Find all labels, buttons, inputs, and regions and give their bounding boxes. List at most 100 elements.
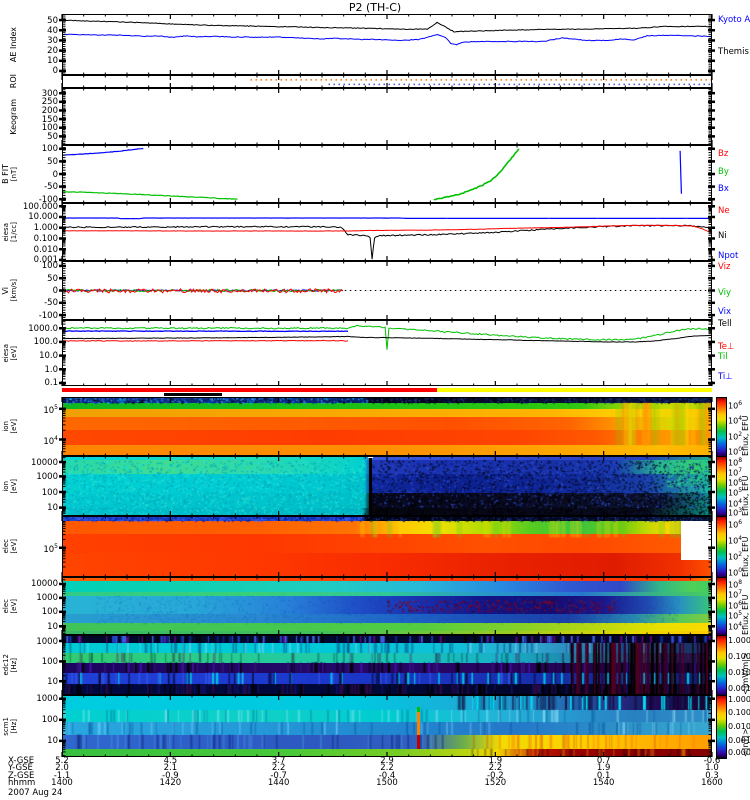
x-axis-value: 1520 <box>484 778 507 789</box>
y-tick-label: 10 <box>47 621 58 632</box>
series-te-perp <box>61 339 349 342</box>
y-tick-label: 10 <box>47 503 58 514</box>
y-tick-label: -100 <box>38 194 58 205</box>
colorbar <box>716 397 727 458</box>
series-by-left <box>62 191 238 200</box>
x-axis-value: -1.1 <box>53 770 71 781</box>
panel-velocity: Vi [km/s] -100 -50 0 50 100 Viz Viy Vix <box>0 261 750 321</box>
colorbar-tick-label: 102 <box>728 430 743 442</box>
colorbar <box>716 456 727 518</box>
y-tick-label: 10000 <box>30 579 58 590</box>
x-axis-row-label: X-GSE <box>8 756 35 766</box>
x-axis-row-label: Z-GSE <box>8 770 35 781</box>
spectrogram-vline <box>368 457 372 516</box>
y-tick-label: 0.100 <box>33 233 58 244</box>
colorbar-unit-label: Eflux, EFU <box>741 415 750 457</box>
date-label: 2007 Aug 24 <box>8 787 63 798</box>
legend-label-ni: Ni <box>718 231 727 242</box>
y-tick-label: 1.0 <box>44 364 58 375</box>
series-viz <box>61 288 344 294</box>
colorbar-unit-label: Eflux, EFU <box>741 536 750 578</box>
series-by-rise <box>433 148 520 201</box>
colorbar-tick-label: 104 <box>728 497 743 509</box>
y-axis-label-line: eiesa <box>2 343 10 363</box>
spectrogram-noise <box>62 577 712 635</box>
legend-label-te: Te⊥ <box>718 342 735 353</box>
y-tick-label: 100 <box>41 144 58 155</box>
x-axis-value: -0.4 <box>378 770 396 781</box>
x-axis-value: 2.0 <box>55 763 69 774</box>
series-tell <box>62 334 713 343</box>
plot-axes <box>59 88 715 145</box>
x-axis-value: 1440 <box>267 778 290 789</box>
y-tick-label: 30 <box>47 35 58 46</box>
colorbar-tick-label: 103 <box>728 507 743 518</box>
x-axis-value: 5.2 <box>55 756 69 766</box>
colorbar-tick-label: 104 <box>728 620 743 632</box>
y-tick-label: 10000 <box>30 457 58 468</box>
plot-axes <box>59 14 715 75</box>
x-axis-value: 2.2 <box>488 763 503 774</box>
legend-label-til: Til <box>718 351 728 362</box>
spectrogram-noise <box>62 516 712 577</box>
y-tick-label: 0 <box>52 66 58 77</box>
x-axis-value: 1.9 <box>596 763 611 774</box>
x-axis-value: 0.3 <box>705 770 719 781</box>
panel-burst-bar <box>0 393 750 396</box>
panel-sst-elec: SST elec [eV] 105 106 104 102 100 Eflux, EFU <box>0 516 750 579</box>
legend-label-kyotoae: Kyoto AE <box>718 15 750 26</box>
x-axis-value: -0.9 <box>162 770 179 781</box>
y-tick-label: 10.000 <box>28 212 58 223</box>
series-bx-right <box>679 150 682 194</box>
series-themis-ae <box>61 33 713 46</box>
y-tick-label: 10.0 <box>39 351 58 362</box>
x-axis-value: -0.2 <box>487 770 504 781</box>
y-tick-label: 150 <box>41 114 58 125</box>
y-tick-label: 0.010 <box>33 244 58 255</box>
plot-axes <box>59 635 715 695</box>
colorbar-tick-label: 108 <box>728 578 743 590</box>
spectrogram-area <box>62 397 712 456</box>
y-tick-label: 10 <box>47 676 58 687</box>
y-tick-label: 1000 <box>36 694 58 705</box>
colorbar-tick-label: 1.000 <box>728 635 750 645</box>
y-tick-label: 1.000 <box>33 223 58 234</box>
colorbar-tick-label: 100 <box>728 446 743 457</box>
y-tick-label: 104 <box>43 434 58 447</box>
y-tick-label: 100 <box>41 607 58 618</box>
legend-label-themisae: Themis AE <box>718 47 750 58</box>
y-tick-label: 0 <box>52 169 58 180</box>
colorbar <box>716 516 727 579</box>
y-tick-label: 20 <box>47 46 58 57</box>
y-axis-label-line: scm1 <box>2 716 10 736</box>
panel-esa-ion: ESA ion [eV] 10000 1000 100 10 108 107 106 105 104 1… <box>0 456 750 518</box>
spectrogram-noise <box>62 635 712 695</box>
colorbar-tick-label: 100 <box>728 566 743 578</box>
spectrogram-noise <box>62 397 712 456</box>
legend-label-ne: Ne <box>718 205 730 216</box>
legend-label-bz: Bz <box>718 148 729 159</box>
colorbar <box>716 577 727 637</box>
spectrogram-vline <box>416 734 420 749</box>
strip-segment <box>62 388 438 392</box>
panel-b-fit: B FIT [nT] -100 -50 0 50 100 Bz By Bx <box>0 144 750 205</box>
series-ne <box>61 224 713 234</box>
panel-esa-elec: ESA elec [eV] 10000 1000 100 10 108 107 106 105 104… <box>0 577 750 637</box>
y-axis-label-line: eiesa <box>2 222 10 242</box>
colorbar-tick-label: 106 <box>728 519 743 530</box>
plot-axes <box>59 456 715 516</box>
plot-axes <box>59 145 715 203</box>
series-til <box>61 324 713 350</box>
legend-label-viy: Viy <box>718 288 732 299</box>
y-tick-label: 1000 <box>36 636 58 647</box>
legend-label-by: By <box>718 166 729 177</box>
y-axis-label-roi: ROI <box>2 74 18 89</box>
y-axis-label-line: ROI <box>9 74 18 89</box>
plot-axes <box>61 75 713 88</box>
spectrogram-area <box>62 516 712 577</box>
strip-segment <box>164 393 222 396</box>
